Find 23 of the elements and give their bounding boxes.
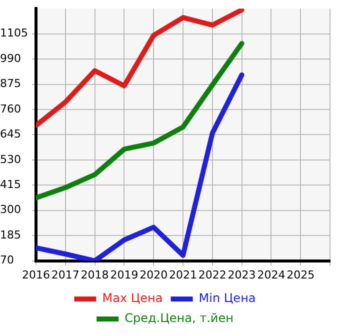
legend-label: Min Цена — [198, 291, 256, 306]
x-tick-label: 2025 — [286, 268, 315, 282]
y-tick-label: 990 — [0, 52, 21, 65]
x-tick-label: 2020 — [140, 268, 168, 282]
x-tick-label: 2023 — [228, 268, 256, 282]
y-tick-label: 415 — [0, 178, 21, 191]
y-tick-label: 1105 — [0, 26, 28, 40]
y-tick-label: 530 — [0, 152, 21, 166]
y-tick-label: 70 — [0, 254, 14, 267]
x-tick-label: 2021 — [168, 268, 197, 282]
x-tick-label: 2022 — [198, 268, 226, 282]
y-tick-label: 300 — [0, 203, 21, 216]
y-tick-label: 760 — [0, 102, 21, 116]
x-tick-label: 2016 — [22, 268, 50, 282]
y-tick-label: 645 — [0, 128, 21, 141]
legend-label: Сред.Цена, т.йен — [124, 311, 234, 326]
x-tick-label: 2024 — [257, 268, 286, 282]
y-tick-label: 875 — [0, 77, 21, 90]
x-tick-label: 2017 — [51, 268, 80, 282]
x-tick-label: 2019 — [110, 268, 138, 282]
x-tick-label: 2018 — [80, 268, 109, 282]
y-tick-label: 185 — [0, 228, 21, 242]
legend-label: Max Цена — [102, 291, 163, 306]
